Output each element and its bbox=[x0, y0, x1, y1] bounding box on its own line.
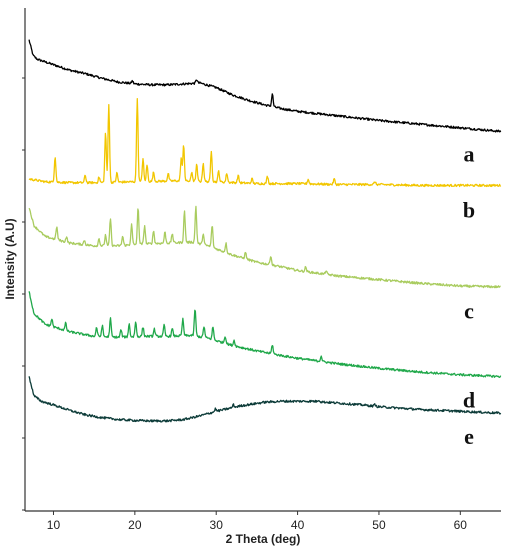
series-e-line bbox=[28, 376, 502, 423]
x-tick-label: 40 bbox=[291, 518, 305, 532]
axes bbox=[24, 8, 501, 512]
series-label-a: a bbox=[464, 141, 475, 166]
x-tick-label: 50 bbox=[372, 518, 386, 532]
x-tick-label: 10 bbox=[47, 518, 61, 532]
y-axis-title: Intensity (A.U) bbox=[3, 218, 17, 299]
series-label-d: d bbox=[463, 387, 475, 412]
series-traces bbox=[28, 39, 502, 423]
series-labels: a b c de bbox=[463, 141, 475, 449]
series-d-line bbox=[28, 291, 502, 378]
series-label-b: b bbox=[463, 197, 475, 222]
series-a-line bbox=[28, 39, 502, 133]
series-label-c: c bbox=[464, 298, 474, 323]
x-ticks: 10 20 30 40 50 60 bbox=[47, 511, 468, 532]
x-tick-label: 60 bbox=[454, 518, 468, 532]
y-ticks bbox=[22, 77, 25, 511]
x-tick-label: 20 bbox=[128, 518, 142, 532]
series-label-e: e bbox=[464, 424, 474, 449]
series-c-line bbox=[28, 205, 501, 289]
x-tick-label: 30 bbox=[210, 518, 224, 532]
x-axis-title: 2 Theta (deg) bbox=[226, 532, 301, 546]
series-b-line bbox=[28, 98, 502, 188]
